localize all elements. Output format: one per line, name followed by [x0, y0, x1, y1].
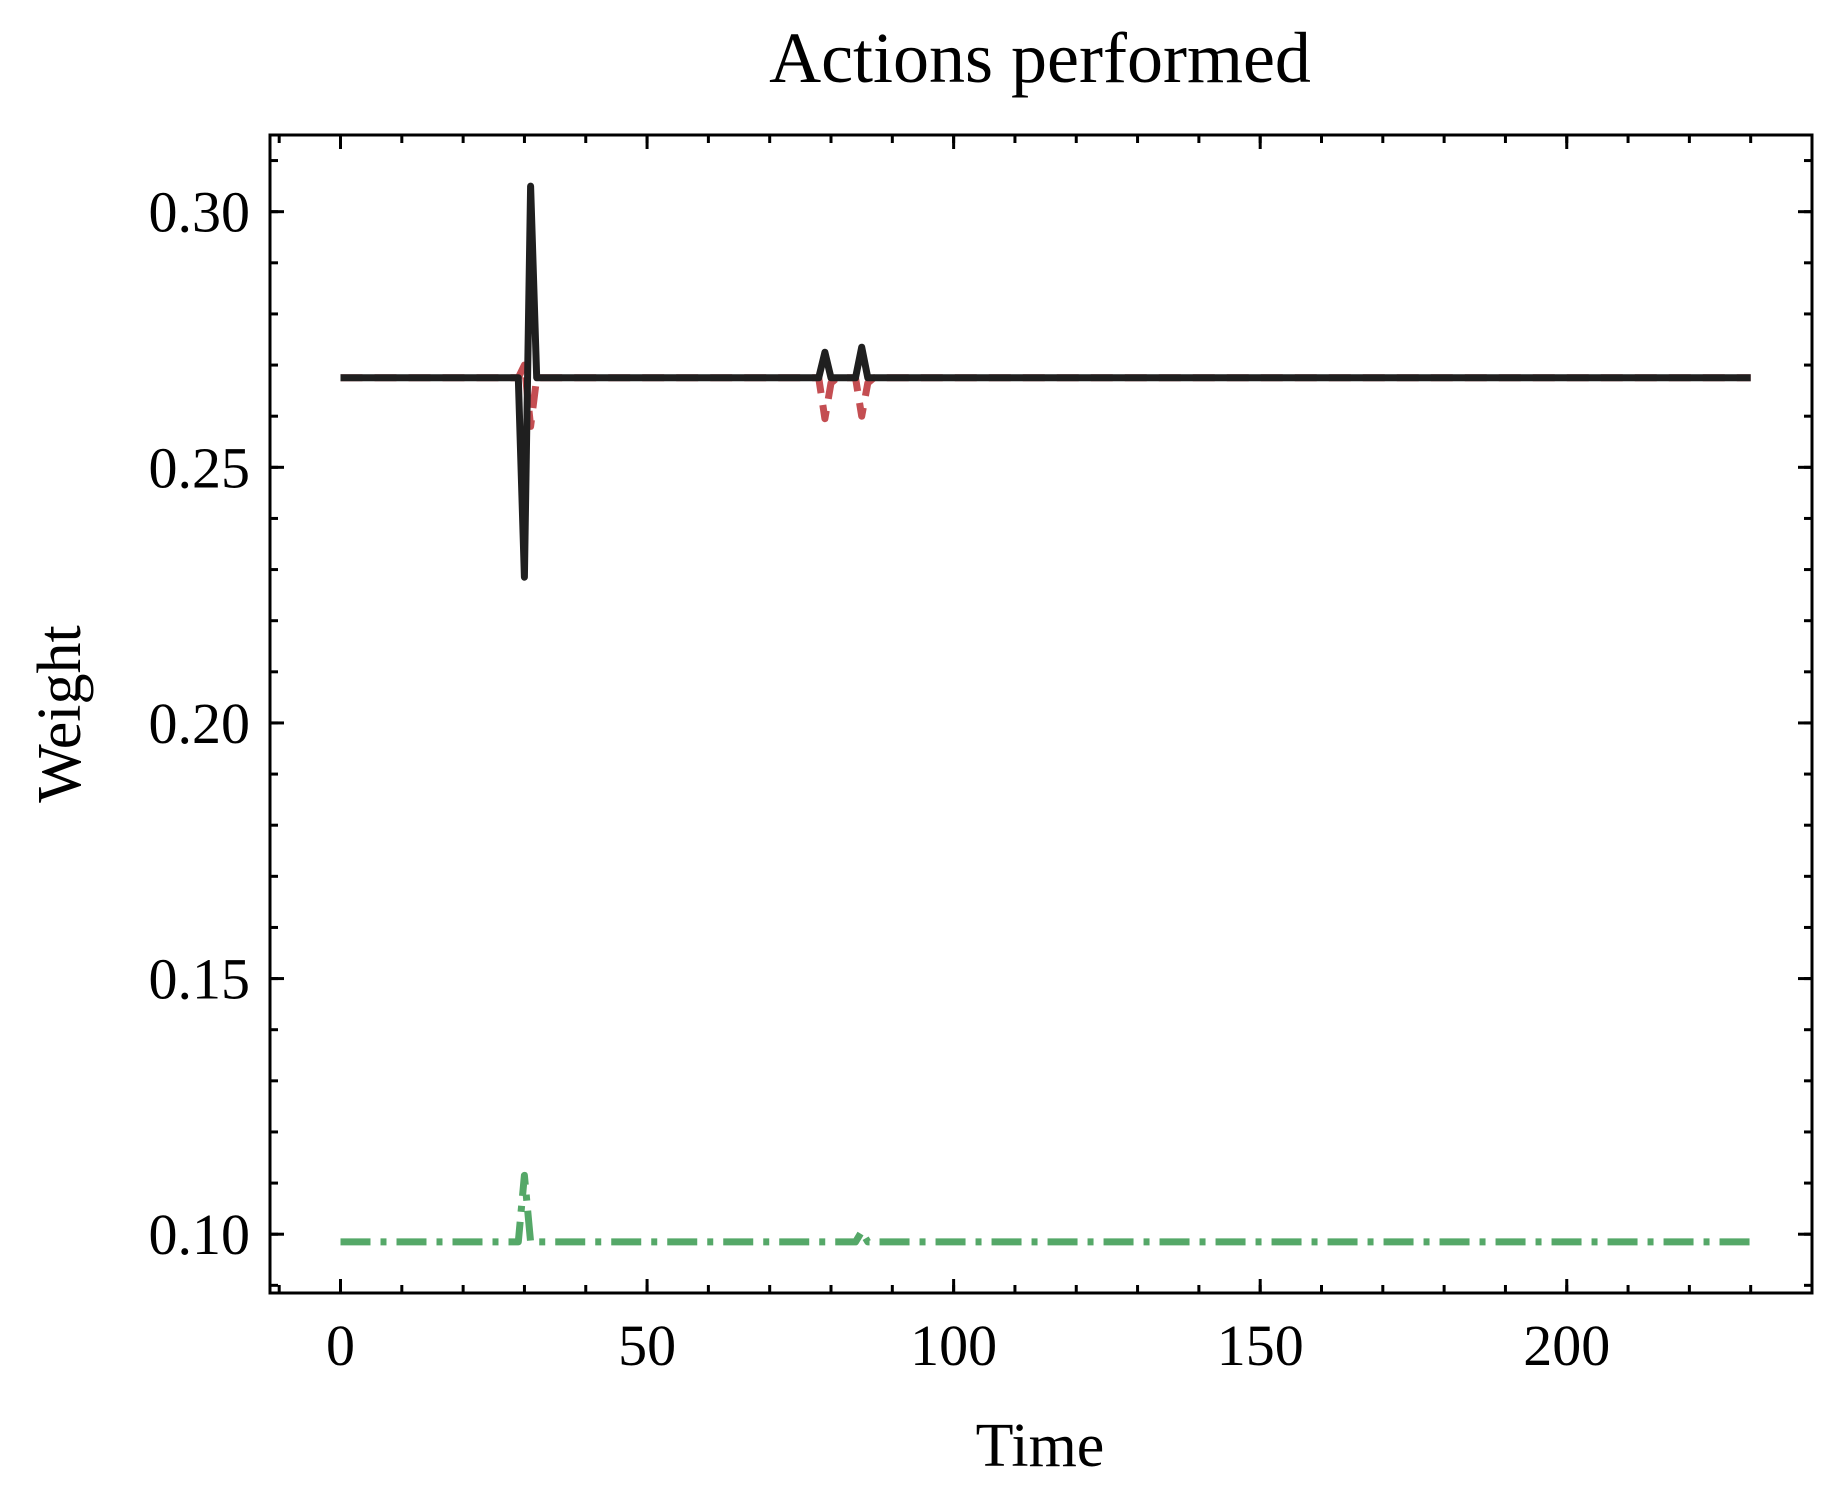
series-line-3: [340, 182, 1751, 581]
chart-title: Actions performed: [769, 18, 1311, 98]
tick-labels: 0 50 100 150 200 0.10 0.15 0.20 0.25 0.30: [149, 180, 1611, 1378]
x-tick-label: 100: [910, 1313, 997, 1378]
y-tick-label: 0.20: [149, 691, 251, 756]
x-tick-label: 50: [618, 1313, 676, 1378]
plot-frame: [268, 133, 1814, 1295]
y-axis-label: Weight: [26, 625, 94, 803]
x-tick-label: 0: [326, 1313, 355, 1378]
y-tick-label: 0.15: [149, 947, 251, 1012]
axis-ticks: [270, 135, 1814, 1293]
y-tick-label: 0.30: [149, 180, 251, 245]
x-axis-label: Time: [976, 1412, 1105, 1480]
series-line-2: [340, 1171, 1751, 1246]
y-tick-label: 0.25: [149, 435, 251, 500]
x-tick-label: 150: [1217, 1313, 1304, 1378]
x-tick-label: 200: [1523, 1313, 1610, 1378]
series-line-1: [340, 361, 1751, 430]
plot-series: [340, 182, 1751, 1246]
y-tick-label: 0.10: [149, 1202, 251, 1267]
